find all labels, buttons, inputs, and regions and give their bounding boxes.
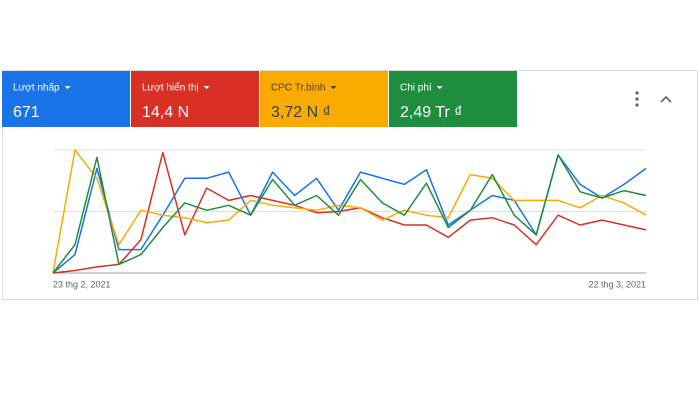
tile-bg — [389, 71, 517, 127]
metric-tile[interactable]: Chi phí 2,49 Tr ₫ — [389, 71, 517, 127]
series-line — [52, 151, 647, 274]
x-tick-label: 23 thg 2, 2021 — [53, 279, 111, 289]
metric-tile[interactable]: Lượt nhấp 671 — [2, 71, 130, 127]
tile-bg — [260, 71, 388, 127]
metric-tile[interactable]: CPC Tr.bình 3,72 N ₫ — [260, 71, 388, 127]
dropdown-arrow — [436, 86, 443, 89]
tile-value: 2,49 Tr ₫ — [400, 104, 462, 121]
metric-tile[interactable]: Lượt hiển thị 14,4 N — [131, 71, 259, 127]
dropdown-arrow — [64, 86, 71, 89]
tile-value: 671 — [13, 104, 40, 121]
more-menu[interactable] — [635, 91, 639, 107]
tile-label: Chi phí — [400, 83, 432, 94]
tile-bg — [2, 71, 130, 127]
collapse-button[interactable] — [660, 95, 672, 103]
tile-value: 14,4 N — [142, 104, 189, 121]
tile-label: CPC Tr.bình — [271, 83, 325, 94]
tile-bg — [131, 71, 259, 127]
dropdown-arrow — [330, 86, 337, 89]
series-line — [52, 149, 647, 274]
series-line — [52, 154, 647, 274]
tile-label: Lượt hiển thị — [142, 82, 199, 94]
dropdown-arrow — [203, 86, 210, 89]
tile-value: 3,72 N ₫ — [271, 104, 331, 121]
x-tick-label: 22 thg 3, 2021 — [588, 279, 646, 289]
tile-label: Lượt nhấp — [13, 82, 60, 94]
